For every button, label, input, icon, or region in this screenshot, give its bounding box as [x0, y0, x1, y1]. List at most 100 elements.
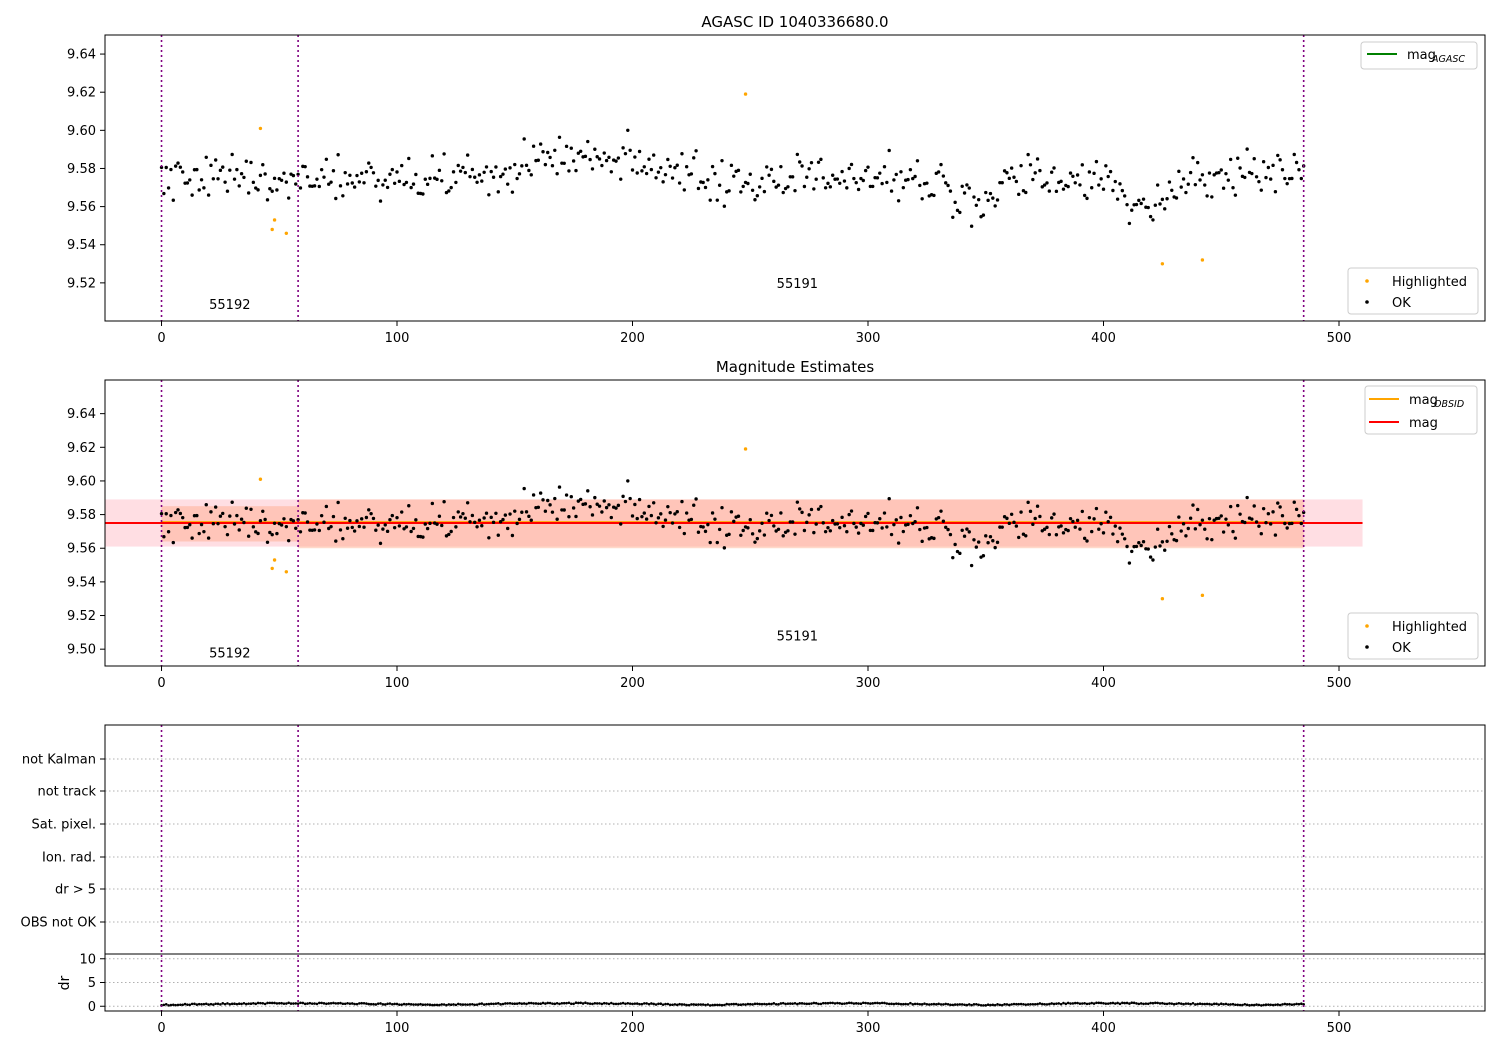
ok-point	[371, 171, 376, 175]
ok-point	[159, 165, 164, 170]
highlighted-point	[272, 558, 277, 562]
dr-point	[1217, 1003, 1221, 1006]
ok-point	[925, 525, 929, 530]
dr-point	[654, 1003, 658, 1006]
ok-point	[1280, 168, 1285, 172]
ok-point	[456, 163, 460, 168]
dr-point	[953, 1003, 957, 1006]
y-tick-label: 9.58	[67, 508, 96, 523]
ok-point	[317, 528, 322, 533]
ok-point	[1127, 561, 1132, 565]
ok-point	[642, 511, 646, 515]
dr-point	[819, 1002, 823, 1006]
ok-point	[181, 170, 185, 174]
ok-point	[703, 185, 708, 190]
ok-point	[972, 538, 976, 542]
ok-point	[484, 511, 489, 515]
highlighted-point	[1160, 597, 1165, 601]
ok-point	[663, 172, 668, 177]
ok-point	[199, 522, 204, 527]
ok-point	[341, 536, 345, 541]
ok-point	[258, 518, 263, 523]
ok-point	[635, 171, 639, 175]
ok-point	[520, 510, 524, 514]
ok-point	[1252, 504, 1256, 508]
ok-point	[190, 536, 194, 540]
ok-point	[411, 182, 416, 186]
ok-point	[604, 158, 609, 163]
ok-point	[263, 172, 267, 176]
ok-point	[1228, 157, 1233, 162]
ok-point	[195, 513, 199, 518]
dr-point	[567, 1001, 571, 1005]
dr-point	[355, 1002, 359, 1006]
ok-point	[557, 485, 562, 489]
ok-point	[988, 191, 993, 196]
ok-point	[282, 171, 286, 175]
ok-point	[649, 167, 654, 172]
ok-point	[221, 165, 225, 169]
dr-point	[268, 1001, 272, 1005]
ok-point	[423, 177, 427, 181]
ok-point	[656, 170, 661, 174]
ok-point	[1017, 192, 1021, 197]
panel1-frame	[104, 34, 1486, 322]
ok-point	[291, 173, 296, 178]
obs-label: 55192	[209, 647, 250, 662]
dr-point	[400, 1003, 404, 1006]
y-tick-label: 9.64	[67, 407, 96, 422]
ok-point	[400, 510, 404, 514]
dr-point	[235, 1002, 239, 1006]
ok-point	[607, 155, 611, 160]
dr-point	[1029, 1002, 1032, 1006]
ok-point	[1073, 181, 1077, 185]
x-tick-label: 400	[1091, 1021, 1116, 1036]
ok-point	[1224, 517, 1228, 521]
panel3-flag-labels: not Kalman not track Sat. pixel. Ion. rad. d…	[21, 753, 105, 931]
ok-point	[823, 186, 828, 190]
dr-point	[977, 1003, 980, 1007]
dr-point	[558, 1002, 561, 1006]
ok-point	[1207, 171, 1212, 175]
ok-point	[1038, 168, 1042, 173]
ok-point	[1299, 176, 1304, 181]
ok-point	[946, 183, 950, 188]
ok-point	[748, 517, 752, 522]
ok-point	[576, 151, 581, 155]
dr-point	[485, 1002, 488, 1006]
dr-point	[292, 1002, 295, 1005]
dr-point	[845, 1002, 849, 1005]
dr-point	[1168, 1002, 1171, 1005]
dr-point	[442, 1003, 446, 1006]
ok-point	[378, 541, 383, 546]
ok-point	[312, 184, 317, 188]
ok-point	[246, 191, 251, 195]
ok-point	[491, 175, 496, 179]
dr-point	[697, 1003, 700, 1006]
y-tick-label: 9.60	[67, 474, 96, 489]
highlighted-point	[1200, 593, 1205, 598]
ok-point	[463, 516, 468, 520]
ok-point	[1179, 529, 1183, 533]
ok-point	[1092, 171, 1096, 176]
dr-point	[409, 1003, 413, 1006]
dr-point	[1071, 1002, 1075, 1005]
ok-point	[960, 528, 964, 533]
dr-point	[1245, 1003, 1249, 1007]
dr-point	[723, 1003, 726, 1007]
ok-point	[706, 522, 710, 527]
ok-point	[397, 179, 402, 184]
highlighted-point	[270, 566, 274, 571]
ok-point	[1228, 504, 1233, 509]
ok-point	[1181, 177, 1186, 181]
ok-point	[564, 493, 569, 497]
ok-point	[859, 176, 863, 181]
ok-point	[802, 528, 807, 533]
ok-point	[609, 515, 614, 520]
dr-point	[195, 1003, 199, 1006]
dr-point	[492, 1002, 495, 1006]
dr-point	[560, 1001, 564, 1005]
ok-point	[473, 175, 477, 179]
dr-point	[984, 1004, 988, 1007]
ok-point	[1068, 171, 1073, 175]
